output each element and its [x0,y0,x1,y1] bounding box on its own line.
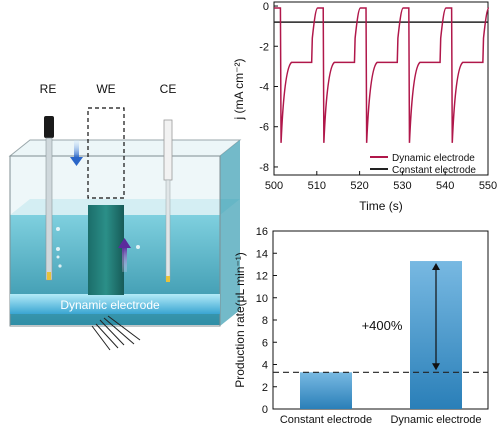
line-chart-frame [273,1,489,176]
line-chart-series [274,7,490,143]
y-tick-label: -6 [259,122,269,134]
current-density-chart: 500 510 520 530 540 550 0 -2 -4 -6 -8 Time (s) j (… [232,1,497,213]
down-arrow-shaft [74,140,79,158]
electrode-label-ce: CE [160,82,177,96]
line-chart-legend: Dynamic electrode Constant electrode [370,153,476,176]
electrode-label-we: WE [96,82,115,96]
legend-label-constant: Constant electrode [392,165,476,176]
bar-0 [300,372,352,409]
y-tick-label: 6 [262,337,268,349]
line-chart-xlabel: Time (s) [359,199,403,213]
dynamic-electrode-label: Dynamic electrode [60,298,160,312]
y-tick-label: 2 [262,382,268,394]
tank-top-rim [8,139,242,157]
bubbles [56,227,140,268]
y-tick-label: 0 [262,404,268,416]
x-category-label: Constant electrode [280,414,372,426]
x-tick-label: 510 [308,180,326,192]
production-rate-chart: 0 2 4 6 8 10 12 14 16 Constant electrode Dynamic … [233,226,489,426]
y-tick-label: 10 [256,293,268,305]
y-tick-label: -4 [259,81,269,93]
reference-electrode [44,116,54,281]
tank-side [220,140,240,326]
down-arrow-head-icon [70,157,83,166]
electrode-label-re: RE [40,82,57,96]
x-tick-label: 500 [265,180,283,192]
y-tick-label: 12 [256,271,268,283]
up-arrow-shaft [122,247,127,272]
working-electrode-dashed-outline [87,107,125,199]
legend-label-dynamic: Dynamic electrode [392,153,475,164]
x-category-label: Dynamic electrode [390,414,481,426]
dynamic-electrode-glow [10,294,220,314]
tank-outline [9,155,221,327]
y-tick-label: 4 [262,360,268,372]
y-tick-label: 0 [263,1,269,13]
line-chart-ticks: 500 510 520 530 540 550 0 -2 -4 -6 -8 [259,1,497,192]
x-tick-label: 540 [436,180,454,192]
bar-chart-ticks: 0 2 4 6 8 10 12 14 16 [256,226,277,416]
x-tick-label: 520 [350,180,368,192]
y-tick-label: 14 [256,248,268,260]
y-tick-label: 8 [262,315,268,327]
counter-electrode [163,119,173,282]
up-arrow-head-icon [118,238,131,248]
arrow-head-down-icon [432,363,440,371]
line-chart-ylabel: j (mA cm⁻²) [232,59,246,121]
light-rays [91,315,141,351]
series-dynamic-electrode [274,7,490,143]
bar-chart-annotation: +400% [362,318,403,333]
electrochemical-cell-schematic: Dynamic electrode [8,82,242,351]
arrow-head-up-icon [432,263,440,271]
x-tick-label: 530 [393,180,411,192]
bar-chart-ylabel: Production rate(μL min⁻¹) [233,252,247,388]
working-electrode [88,205,124,295]
y-tick-label: -2 [259,41,269,53]
y-tick-label: 16 [256,226,268,238]
x-tick-label: 550 [479,180,497,192]
y-tick-label: -8 [259,162,269,174]
bar-chart-bars: Constant electrode Dynamic electrode [273,261,488,426]
